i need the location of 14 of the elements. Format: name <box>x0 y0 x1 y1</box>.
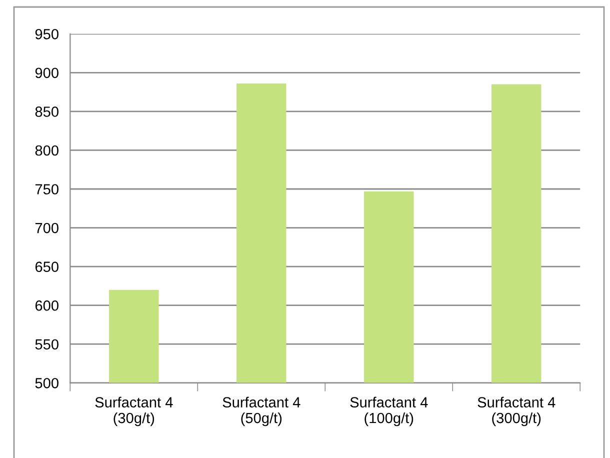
y-tick-label: 650 <box>35 262 58 272</box>
y-tick-label: 500 <box>35 378 58 388</box>
x-tick-label: Surfactant 4 (30g/t) <box>95 396 173 426</box>
y-tick-label: 850 <box>35 106 58 117</box>
y-tick-label: 800 <box>35 145 58 156</box>
x-tick-label: Surfactant 4 (300g/t) <box>478 396 556 426</box>
x-tick-label: Surfactant 4 (50g/t) <box>222 396 300 426</box>
y-tick-label: 600 <box>35 300 58 311</box>
y-tick-label: 550 <box>35 339 58 350</box>
y-tick-label: 900 <box>35 68 58 78</box>
x-tick-label: Surfactant 4 (100g/t) <box>350 396 428 426</box>
y-tick-label: 750 <box>35 184 58 194</box>
y-tick-label: 700 <box>35 222 58 234</box>
y-tick-label: 950 <box>35 28 58 40</box>
